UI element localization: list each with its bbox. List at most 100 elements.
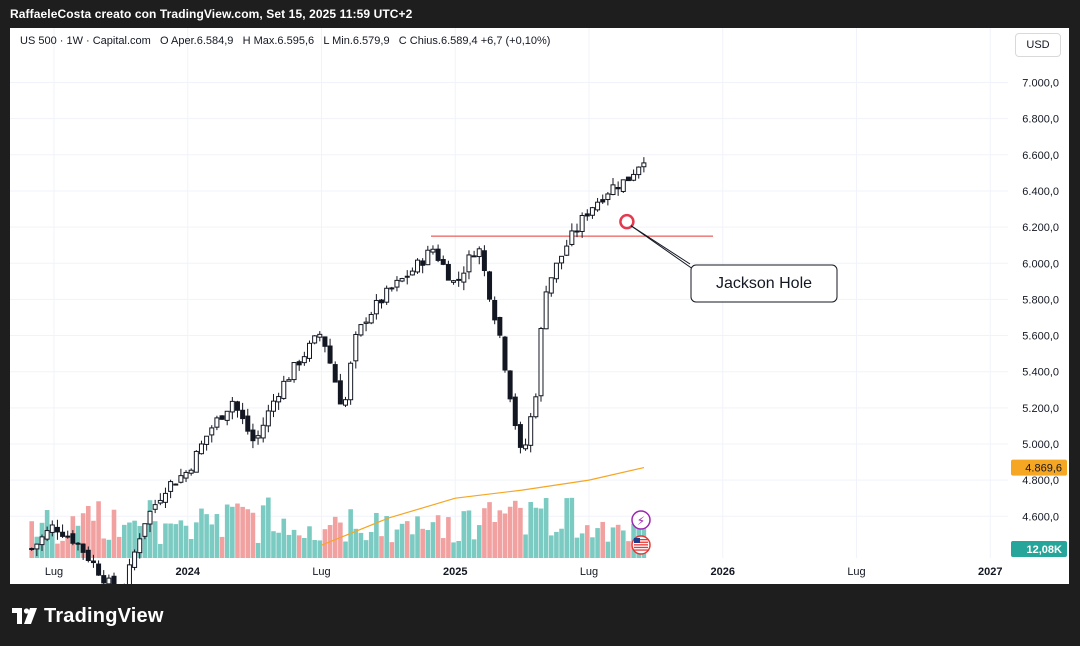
volume-bar <box>528 502 533 558</box>
lightning-event-icon <box>631 510 651 530</box>
volume-bar <box>122 524 127 558</box>
volume-bar <box>255 542 261 558</box>
candle <box>353 331 359 369</box>
flag-stripe <box>634 541 648 543</box>
candle <box>523 438 529 451</box>
candle-body <box>399 278 405 282</box>
volume-bar <box>461 511 467 558</box>
candle-body <box>54 526 60 533</box>
candle-body <box>291 362 297 381</box>
candle-body <box>409 270 415 276</box>
candle <box>75 541 81 551</box>
grid <box>10 28 1008 558</box>
volume-bar <box>353 528 359 558</box>
candle <box>296 359 302 371</box>
candle-body <box>39 536 45 546</box>
volume-bar <box>230 506 235 558</box>
volume-bar <box>368 531 374 558</box>
candle-body <box>70 533 76 544</box>
y-tick-label: 5.000,0 <box>1022 439 1059 451</box>
candles <box>29 157 647 584</box>
candle <box>44 526 50 542</box>
candle <box>595 197 601 212</box>
candle-body <box>306 342 312 359</box>
candle <box>435 244 441 263</box>
candle-body <box>389 287 395 290</box>
candle <box>306 340 312 362</box>
candle-body <box>101 575 107 584</box>
candle-body <box>564 245 570 256</box>
volume-bar <box>533 507 539 558</box>
open-value: Aper.6.584,9 <box>171 35 234 47</box>
volume-bar <box>374 512 379 558</box>
currency-button[interactable]: USD <box>1015 33 1061 57</box>
volume-bar <box>106 539 112 558</box>
candle <box>389 286 395 292</box>
candle <box>291 362 297 383</box>
candle-body <box>615 186 621 190</box>
symbol-name[interactable]: US 500 · 1W · Capital.com <box>20 35 151 47</box>
y-tick-label: 6.400,0 <box>1022 186 1059 198</box>
chart-frame[interactable]: 7.000,0 6.800,0 6.600,0 6.400,0 6.200,0 6.000… <box>10 28 1069 584</box>
x-tick-label: Lug <box>312 566 330 578</box>
candle-body <box>337 380 343 405</box>
candle-body <box>543 291 549 330</box>
volume-bar <box>60 540 65 558</box>
volume-bar <box>394 529 400 558</box>
volume-bar <box>85 505 91 558</box>
candle <box>224 410 230 426</box>
candle <box>379 298 385 309</box>
candle-body <box>492 299 498 321</box>
candle-body <box>548 277 554 294</box>
volume-bar <box>168 523 173 558</box>
candle <box>276 392 282 410</box>
candle <box>569 223 575 247</box>
candle-body <box>404 275 410 278</box>
candle <box>600 194 606 204</box>
volume-bar <box>204 514 209 558</box>
candle <box>60 524 66 538</box>
candle <box>101 570 107 584</box>
candle <box>574 223 580 238</box>
volume-bar <box>615 524 621 558</box>
volume-bar <box>435 515 441 558</box>
candle-body <box>435 248 441 261</box>
candle <box>461 266 467 291</box>
candle-body <box>255 435 261 439</box>
volume-bar <box>296 535 302 558</box>
candle-body <box>600 199 606 203</box>
volume-bar <box>358 532 364 558</box>
candle <box>162 487 168 509</box>
candle <box>312 335 318 345</box>
candle <box>538 326 544 402</box>
candle <box>625 176 631 182</box>
callout-connector-b <box>630 225 701 275</box>
candle-body <box>147 510 153 525</box>
candle-body <box>312 335 318 344</box>
volume-bar <box>574 537 580 558</box>
candle <box>420 258 426 274</box>
candle <box>579 212 585 238</box>
volume-bar <box>188 538 194 558</box>
y-tick-label: 5.200,0 <box>1022 403 1059 415</box>
tradingview-brand: TradingView <box>44 604 164 627</box>
candle-body <box>420 260 426 266</box>
volume-bar <box>554 531 559 558</box>
candle-body <box>60 531 66 537</box>
candle <box>152 499 158 514</box>
x-tick-label: Lug <box>45 566 63 578</box>
candle-body <box>512 396 518 427</box>
volume-bar <box>266 497 271 558</box>
candle <box>209 425 215 443</box>
candle-body <box>173 483 179 486</box>
volume-bar <box>482 508 487 558</box>
candle <box>204 435 210 451</box>
tradingview-logo[interactable]: TradingView <box>12 603 164 629</box>
candle-body <box>327 345 333 364</box>
candle <box>384 285 390 305</box>
price-chart[interactable]: 7.000,0 6.800,0 6.600,0 6.400,0 6.200,0 6.000… <box>10 28 1069 584</box>
candle <box>425 245 431 266</box>
candle-body <box>394 279 400 288</box>
candle-body <box>90 560 96 564</box>
volume-bar <box>91 520 96 558</box>
